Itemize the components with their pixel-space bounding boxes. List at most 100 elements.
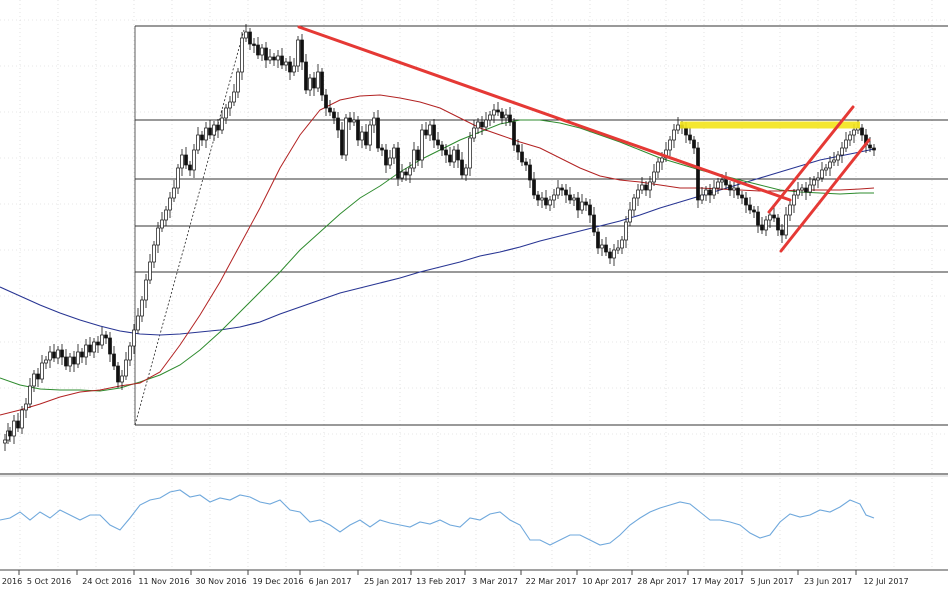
candle-body xyxy=(480,121,484,128)
candle-body xyxy=(316,71,320,89)
candle-body xyxy=(396,147,400,179)
candle-body xyxy=(800,187,804,191)
candle-body xyxy=(616,247,620,251)
candle-body xyxy=(52,351,56,359)
candle-body xyxy=(808,184,812,193)
candle-body xyxy=(788,204,792,216)
candle-body xyxy=(580,201,584,211)
trend-annotations xyxy=(297,25,871,253)
candle-body xyxy=(632,197,636,211)
candle-body xyxy=(468,137,472,169)
candle-body xyxy=(796,189,800,196)
candle-body xyxy=(828,161,832,169)
candle-body xyxy=(312,77,316,89)
candle-body xyxy=(92,341,96,353)
candle-body xyxy=(496,109,500,113)
candle-body xyxy=(140,299,144,317)
candle-body xyxy=(240,37,244,73)
candle-body xyxy=(308,77,312,91)
candle-body xyxy=(168,197,172,211)
time-axis-label: 2016 xyxy=(2,577,22,586)
candle-body xyxy=(8,430,12,437)
candle-body xyxy=(276,55,280,61)
grid-layer xyxy=(0,0,948,568)
candle-body xyxy=(656,161,660,173)
time-axis-label: 12 Jul 2017 xyxy=(863,577,908,586)
candle-body xyxy=(520,151,524,163)
candle-body xyxy=(692,139,696,149)
candle-body xyxy=(188,164,192,171)
candle-body xyxy=(208,127,212,136)
candle-body xyxy=(252,43,256,46)
candle-body xyxy=(196,134,200,151)
candle-body xyxy=(72,356,76,365)
candle-body xyxy=(344,117,348,156)
candle-body xyxy=(324,94,328,109)
candle-body xyxy=(736,187,740,196)
candle-body xyxy=(124,359,128,377)
candle-body xyxy=(508,114,512,123)
candle-body xyxy=(12,420,16,437)
candle-body xyxy=(180,154,184,169)
candle-body xyxy=(620,239,624,249)
candle-body xyxy=(744,197,748,206)
candle-body xyxy=(408,167,412,176)
candle-body xyxy=(332,111,336,119)
candle-body xyxy=(336,117,340,131)
candle-body xyxy=(288,61,292,73)
candle-body xyxy=(152,244,156,263)
candle-body xyxy=(224,107,228,119)
candle-body xyxy=(304,61,308,91)
candle-body xyxy=(368,124,372,146)
candle-body xyxy=(848,134,852,141)
candle-body xyxy=(280,55,284,66)
candle-body xyxy=(132,329,136,347)
candle-body xyxy=(228,101,232,109)
candle-body xyxy=(672,129,676,141)
candle-body xyxy=(512,121,516,146)
candle-body xyxy=(764,219,768,231)
candle-body xyxy=(704,189,708,196)
candle-body xyxy=(604,244,608,253)
candle-body xyxy=(320,71,324,96)
candle-body xyxy=(364,131,368,146)
candle-body xyxy=(456,149,460,161)
candle-body xyxy=(300,39,304,63)
candle-body xyxy=(348,117,352,123)
trendline-red xyxy=(297,25,792,202)
candle-body xyxy=(636,189,640,199)
oscillator-line xyxy=(0,489,875,546)
candle-body xyxy=(376,117,380,149)
time-axis-label: 11 Nov 2016 xyxy=(138,577,189,586)
candle-body xyxy=(484,119,488,128)
candle-body xyxy=(612,249,616,259)
candle-body xyxy=(248,31,252,45)
candle-body xyxy=(780,229,784,236)
candle-body xyxy=(292,65,296,73)
candle-body xyxy=(268,56,272,61)
candle-body xyxy=(768,214,772,221)
candle-body xyxy=(640,184,644,191)
candle-body xyxy=(816,177,820,181)
candle-body xyxy=(492,109,496,116)
candle-body xyxy=(172,187,176,199)
candle-body xyxy=(488,114,492,121)
time-axis-label: 3 Mar 2017 xyxy=(472,577,518,586)
candle-body xyxy=(108,337,112,355)
candle-body xyxy=(500,111,504,119)
candle-body xyxy=(448,154,452,163)
candle-body xyxy=(88,344,92,353)
candle-body xyxy=(284,61,288,66)
candle-body xyxy=(3,439,7,444)
candle-body xyxy=(112,353,116,367)
candle-body xyxy=(416,149,420,161)
candle-body xyxy=(724,179,728,186)
candle-body xyxy=(404,171,408,176)
time-axis-label: 28 Apr 2017 xyxy=(637,577,686,586)
candle-body xyxy=(260,47,264,56)
candle-body xyxy=(748,204,752,211)
trendline-red xyxy=(767,105,855,214)
candle-body xyxy=(504,114,508,119)
